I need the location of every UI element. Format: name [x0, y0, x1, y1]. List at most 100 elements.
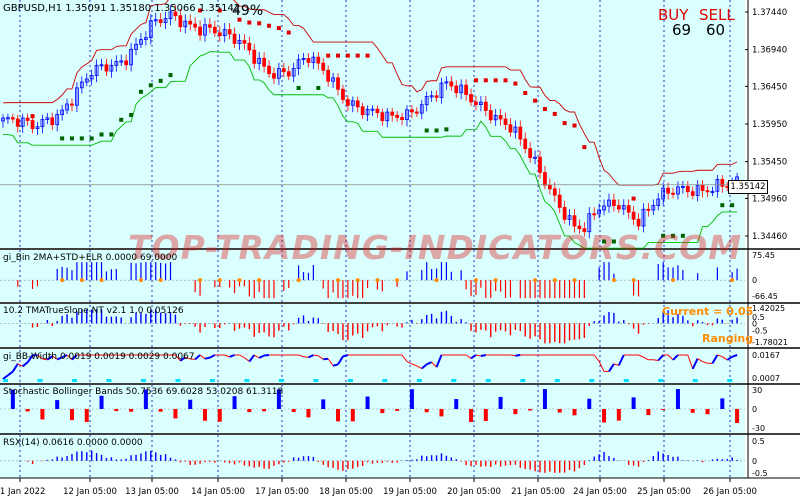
candle: [454, 85, 459, 94]
candle: [208, 24, 212, 28]
stoch-bar: [409, 389, 414, 409]
trend-marker: [473, 78, 478, 83]
bbwidth-segment: [691, 358, 699, 370]
bbwidth-segment: [51, 355, 58, 360]
bin-dot: [138, 278, 143, 283]
candle: [449, 81, 454, 87]
candle: [631, 211, 636, 220]
squeeze-marker: [485, 379, 491, 382]
stoch-bar: [602, 409, 607, 423]
squeeze-marker: [3, 379, 8, 382]
bbwidth-segment: [12, 363, 19, 373]
bbwidth-segment: [657, 354, 664, 362]
bbwidth-segment: [435, 354, 443, 368]
bbwidth-segment: [37, 354, 43, 360]
bbwidth-segment: [229, 354, 235, 358]
trend-marker: [267, 23, 272, 28]
bbwidth-segment: [702, 361, 708, 364]
trend-marker: [138, 89, 143, 94]
trend-marker: [562, 121, 567, 126]
bin-dot: [217, 278, 222, 283]
candle: [577, 225, 582, 230]
bbwidth-segment: [56, 356, 63, 361]
bbwidth-segment: [416, 365, 422, 369]
candle: [528, 148, 533, 158]
stoch-bar: [247, 409, 252, 413]
bin-dot: [237, 278, 242, 283]
candle: [331, 77, 335, 82]
candle: [50, 117, 55, 126]
bbwidth-segment: [332, 363, 339, 367]
bbwidth-segment: [308, 354, 314, 359]
candle: [636, 218, 641, 227]
bbwidth-segment: [722, 356, 728, 361]
stoch-bar: [542, 389, 547, 409]
candle: [20, 117, 25, 127]
bbwidth-segment: [66, 354, 73, 361]
candle: [671, 192, 675, 195]
stoch-bar: [498, 396, 503, 409]
candle: [163, 18, 168, 23]
trend-marker: [365, 53, 370, 58]
trend-marker: [572, 123, 577, 128]
bbwidth-segment: [726, 355, 733, 361]
trend-marker: [129, 113, 134, 118]
price-axis-label: 1.35950: [752, 120, 787, 130]
sell-label: SELL: [699, 6, 735, 24]
bin-dot: [533, 278, 538, 283]
candle: [395, 114, 400, 118]
candle: [651, 205, 656, 211]
stoch-bar: [217, 409, 222, 422]
stoch-bar: [675, 389, 680, 409]
current-price-tag: 1.35142: [728, 180, 768, 194]
panel-axis-label: 0: [752, 405, 757, 414]
squeeze-marker: [313, 379, 319, 382]
stoch-bar: [202, 409, 207, 421]
candle: [513, 126, 518, 133]
panel-axis-label: 75.45: [752, 251, 775, 260]
candle: [681, 185, 685, 188]
bbwidth-segment: [411, 363, 418, 367]
stoch-bar: [262, 409, 267, 412]
candle: [143, 37, 148, 40]
bin-dot: [473, 278, 478, 283]
indicator-panel-bg: [0, 250, 745, 302]
bbwidth-segment: [254, 354, 260, 359]
time-axis-label: 18 Jan 05:00: [319, 487, 373, 497]
price-axis-label: 1.34460: [752, 232, 787, 242]
candle: [6, 117, 10, 120]
candle: [612, 199, 616, 206]
trend-marker: [286, 30, 291, 35]
stoch-bar: [469, 409, 474, 422]
squeeze-marker: [623, 379, 629, 382]
bbwidth-segment: [421, 363, 428, 370]
candle: [720, 178, 725, 187]
trend-marker: [345, 53, 350, 58]
candle: [336, 77, 340, 90]
status-ranging: Ranging: [702, 332, 754, 345]
indicator-panels: [0, 262, 745, 473]
stoch-bar: [631, 397, 636, 409]
candle: [552, 188, 557, 196]
candle: [533, 156, 537, 159]
trend-marker: [237, 17, 242, 22]
candle: [602, 205, 606, 211]
candle: [153, 19, 158, 22]
trend-marker: [680, 233, 685, 238]
candle: [247, 42, 252, 51]
squeeze-marker: [692, 379, 698, 382]
squeeze-marker: [520, 379, 526, 382]
bbwidth-segment: [593, 354, 600, 362]
candle: [188, 20, 193, 25]
bbwidth-segment: [643, 356, 649, 361]
stoch-bar: [454, 399, 459, 409]
stoch-bar: [350, 409, 355, 422]
candle: [572, 215, 577, 227]
trend-marker: [89, 136, 94, 141]
trend-marker: [257, 21, 262, 26]
bbwidth-segment: [17, 363, 23, 367]
trend-marker: [661, 233, 666, 238]
stoch-bar: [616, 409, 621, 421]
